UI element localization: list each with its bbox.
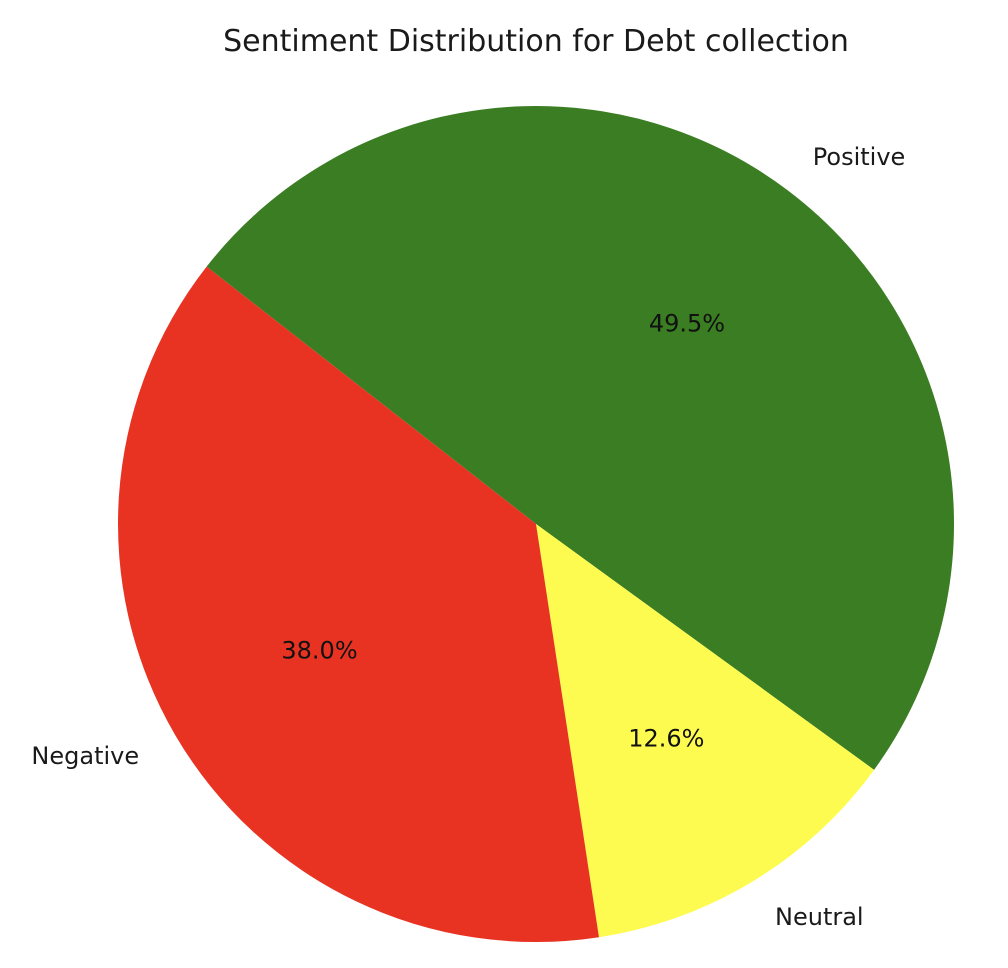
slice-percent-neutral: 12.6% xyxy=(628,724,704,752)
pie-slice-neutral xyxy=(536,524,875,938)
slice-percent-negative: 38.0% xyxy=(281,637,357,665)
slice-percent-positive: 49.5% xyxy=(649,310,725,338)
slice-percent-labels: 49.5% 12.6% 38.0% xyxy=(281,310,725,753)
slice-label-positive: Positive xyxy=(813,143,906,171)
chart-title: Sentiment Distribution for Debt collecti… xyxy=(223,24,849,59)
pie-slice-positive xyxy=(206,106,954,770)
pie-slices xyxy=(117,106,954,942)
slice-label-neutral: Neutral xyxy=(775,903,864,931)
slice-labels: Positive Neutral Negative xyxy=(31,143,905,931)
slice-label-negative: Negative xyxy=(31,742,139,770)
pie-slice-negative xyxy=(117,266,599,942)
